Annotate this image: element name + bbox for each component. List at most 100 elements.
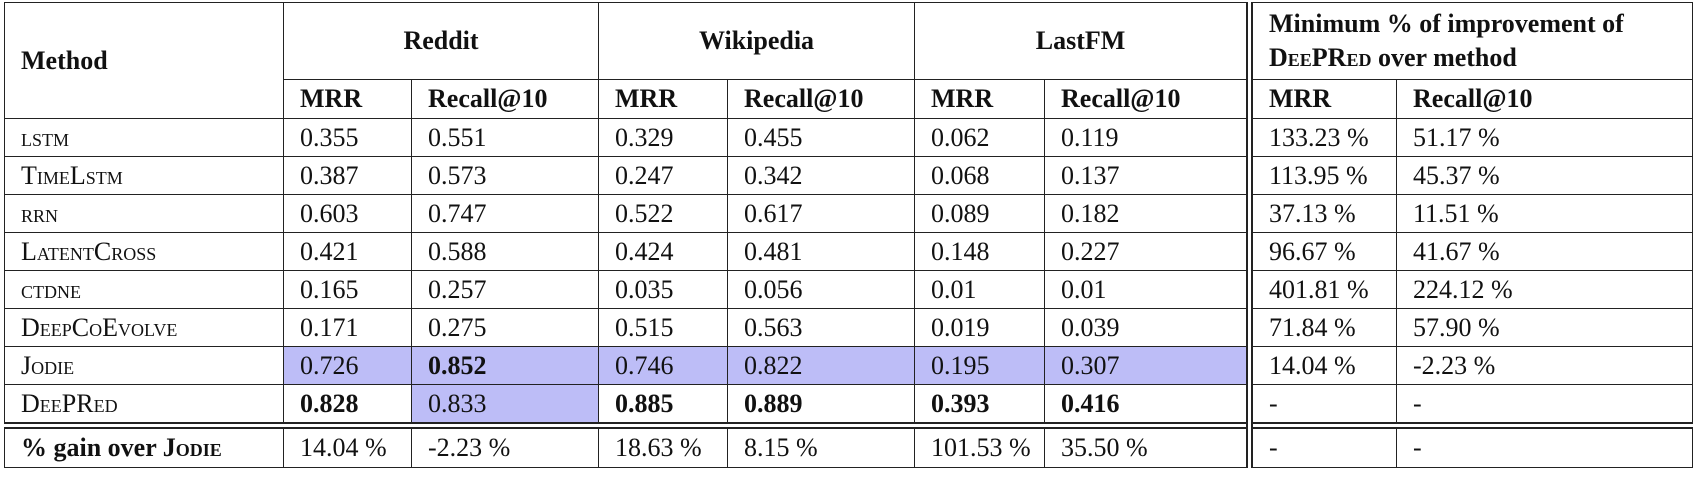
footer-cell: 101.53 % xyxy=(914,422,1045,468)
table-row: TimeLstm 0.387 0.573 0.247 0.342 0.068 0.137 11… xyxy=(4,156,1694,195)
value-cell: 0.603 xyxy=(283,194,412,233)
value-cell: 0.424 xyxy=(598,232,728,271)
value-cell: 113.95 % xyxy=(1246,156,1398,195)
results-table: Method Reddit Wikipedia LastFM Minimum %… xyxy=(4,2,1694,468)
footer-cell: - xyxy=(1396,422,1694,468)
footer-cell: -2.23 % xyxy=(411,422,599,468)
value-cell: 0.822 xyxy=(727,346,915,385)
value-cell: 0.889 xyxy=(727,384,915,426)
value-cell: 0.481 xyxy=(727,232,915,271)
method-cell: lstm xyxy=(4,118,284,157)
value-cell: 0.833 xyxy=(411,384,599,426)
value-cell: 0.885 xyxy=(598,384,728,426)
sub-header: Recall@10 xyxy=(1043,79,1251,119)
value-cell: 0.247 xyxy=(598,156,728,195)
value-cell: 0.137 xyxy=(1043,156,1251,195)
value-cell: 0.171 xyxy=(283,308,412,347)
footer-text: Jodie xyxy=(162,433,222,462)
value-cell: 0.068 xyxy=(914,156,1045,195)
value-cell: 0.019 xyxy=(914,308,1045,347)
table-row: DeePRed 0.828 0.833 0.885 0.889 0.393 0.416- - xyxy=(4,384,1694,426)
table-row: Jodie 0.726 0.852 0.746 0.822 0.195 0.307 14.04… xyxy=(4,346,1694,385)
value-cell: 0.522 xyxy=(598,194,728,233)
value-cell: 0.355 xyxy=(283,118,412,157)
method-cell: rrn xyxy=(4,194,284,233)
value-cell: 0.056 xyxy=(727,270,915,309)
value-cell: 0.257 xyxy=(411,270,599,309)
header-text: Minimum % of improvement of xyxy=(1269,9,1624,38)
value-cell: - xyxy=(1396,384,1694,426)
sub-header: Recall@10 xyxy=(1396,79,1694,119)
value-cell: 0.726 xyxy=(283,346,412,385)
footer-cell: - xyxy=(1246,422,1398,468)
method-cell: TimeLstm xyxy=(4,156,284,195)
table-body: lstm 0.355 0.551 0.329 0.455 0.062 0.119 133.23… xyxy=(4,118,1694,426)
value-cell: 37.13 % xyxy=(1246,194,1398,233)
group-header: LastFM xyxy=(913,2,1251,80)
footer-cell: 8.15 % xyxy=(727,422,915,468)
sub-header: Recall@10 xyxy=(411,79,599,119)
value-cell: 11.51 % xyxy=(1396,194,1694,233)
value-cell: 0.588 xyxy=(411,232,599,271)
value-cell: 0.342 xyxy=(727,156,915,195)
footer-label: % gain over Jodie xyxy=(4,422,284,468)
value-cell: 0.307 xyxy=(1043,346,1251,385)
value-cell: 96.67 % xyxy=(1246,232,1398,271)
table-row: rrn 0.603 0.747 0.522 0.617 0.089 0.182 37.13 %… xyxy=(4,194,1694,233)
value-cell: 57.90 % xyxy=(1396,308,1694,347)
value-cell: 0.852 xyxy=(411,346,599,385)
value-cell: 224.12 % xyxy=(1396,270,1694,309)
value-cell: 0.329 xyxy=(598,118,728,157)
value-cell: 0.119 xyxy=(1043,118,1251,157)
table-row: ctdne 0.165 0.257 0.035 0.056 0.01 0.01 401.81 … xyxy=(4,270,1694,309)
method-cell: Jodie xyxy=(4,346,284,385)
footer-text: % gain over xyxy=(21,433,163,462)
value-cell: 0.387 xyxy=(283,156,412,195)
method-cell: DeepCoEvolve xyxy=(4,308,284,347)
value-cell: 0.035 xyxy=(598,270,728,309)
value-cell: 0.195 xyxy=(914,346,1045,385)
footer-cell: 35.50 % xyxy=(1043,422,1251,468)
header-text: DeePRed xyxy=(1269,43,1372,72)
value-cell: 0.039 xyxy=(1043,308,1251,347)
method-cell: LatentCross xyxy=(4,232,284,271)
sub-header: MRR xyxy=(598,79,728,119)
footer-cell: 18.63 % xyxy=(598,422,728,468)
method-cell: DeePRed xyxy=(4,384,284,426)
value-cell: 0.227 xyxy=(1043,232,1251,271)
group-header: Wikipedia xyxy=(598,2,915,80)
value-cell: 0.828 xyxy=(283,384,412,426)
improvement-header: Minimum % of improvement of DeePRed over… xyxy=(1246,2,1694,80)
sub-header: MRR xyxy=(1246,79,1398,119)
value-cell: 0.617 xyxy=(727,194,915,233)
table-wrap: Method Reddit Wikipedia LastFM Minimum %… xyxy=(4,2,1694,468)
value-cell: 0.746 xyxy=(598,346,728,385)
value-cell: 0.563 xyxy=(727,308,915,347)
value-cell: 0.275 xyxy=(411,308,599,347)
value-cell: 71.84 % xyxy=(1246,308,1398,347)
value-cell: 0.573 xyxy=(411,156,599,195)
value-cell: 51.17 % xyxy=(1396,118,1694,157)
value-cell: 0.515 xyxy=(598,308,728,347)
value-cell: 0.165 xyxy=(283,270,412,309)
value-cell: 0.148 xyxy=(914,232,1045,271)
sub-header: MRR xyxy=(914,79,1045,119)
header-text: over method xyxy=(1371,43,1517,72)
footer-row: % gain over Jodie 14.04 % -2.23 % 18.63 % 8… xyxy=(4,422,1694,468)
value-cell: 0.455 xyxy=(727,118,915,157)
value-cell: 401.81 % xyxy=(1246,270,1398,309)
value-cell: 0.182 xyxy=(1043,194,1251,233)
value-cell: 45.37 % xyxy=(1396,156,1694,195)
value-cell: 0.01 xyxy=(1043,270,1251,309)
table-row: lstm 0.355 0.551 0.329 0.455 0.062 0.119 133.23… xyxy=(4,118,1694,157)
method-header: Method xyxy=(4,2,284,119)
value-cell: 0.062 xyxy=(914,118,1045,157)
value-cell: -2.23 % xyxy=(1396,346,1694,385)
table-row: LatentCross 0.421 0.588 0.424 0.481 0.148 0.22… xyxy=(4,232,1694,271)
value-cell: 133.23 % xyxy=(1246,118,1398,157)
footer-cell: 14.04 % xyxy=(283,422,412,468)
value-cell: 0.416 xyxy=(1043,384,1251,426)
value-cell: 41.67 % xyxy=(1396,232,1694,271)
method-cell: ctdne xyxy=(4,270,284,309)
